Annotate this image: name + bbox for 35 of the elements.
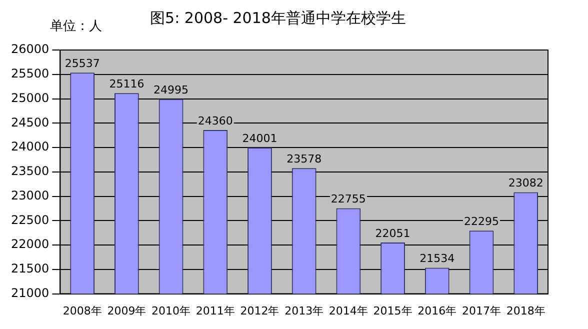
data-label: 24001 [242,132,278,145]
x-tick-label: 2016年 [418,304,457,318]
y-tick-label: 22000 [10,237,50,252]
y-tick-label: 23000 [10,188,50,202]
data-label: 22051 [375,226,410,240]
data-label: 21534 [420,252,455,266]
x-tick-label: 2017年 [462,304,501,318]
y-tick-label: 22500 [10,212,50,227]
data-label: 22295 [464,215,499,228]
x-tick-label: 2010年 [152,304,191,318]
x-tick-label: 2015年 [373,304,412,318]
x-tick-label: 2014年 [328,304,368,318]
chart-title: 图5: 2008- 2018年普通中学在校学生 [150,8,406,27]
data-label: 24995 [154,83,189,96]
y-tick-label: 21500 [10,262,50,276]
y-tick-label: 25000 [10,90,50,105]
y-tick-label: 24500 [10,115,50,130]
y-tick-label: 21000 [10,286,50,300]
y-tick-label: 24000 [10,140,50,154]
x-tick-label: 2013年 [284,304,324,318]
data-label: 25537 [64,56,100,70]
x-tick-label: 2008年 [62,304,102,318]
data-label: 23578 [286,152,322,166]
y-tick-label: 26000 [10,42,50,56]
x-tick-label: 2011年 [196,304,235,318]
y-axis-title: 单位：人 [50,18,102,34]
data-label: 22755 [330,192,366,206]
x-tick-label: 2012年 [240,304,280,318]
data-label: 25116 [109,77,144,90]
data-label: 23082 [508,176,544,190]
x-tick-label: 2009年 [107,304,146,318]
x-tick-label: 2018年 [506,304,546,318]
y-tick-label: 23500 [10,164,50,178]
y-tick-label: 25500 [10,66,50,81]
data-label: 24360 [198,114,233,128]
